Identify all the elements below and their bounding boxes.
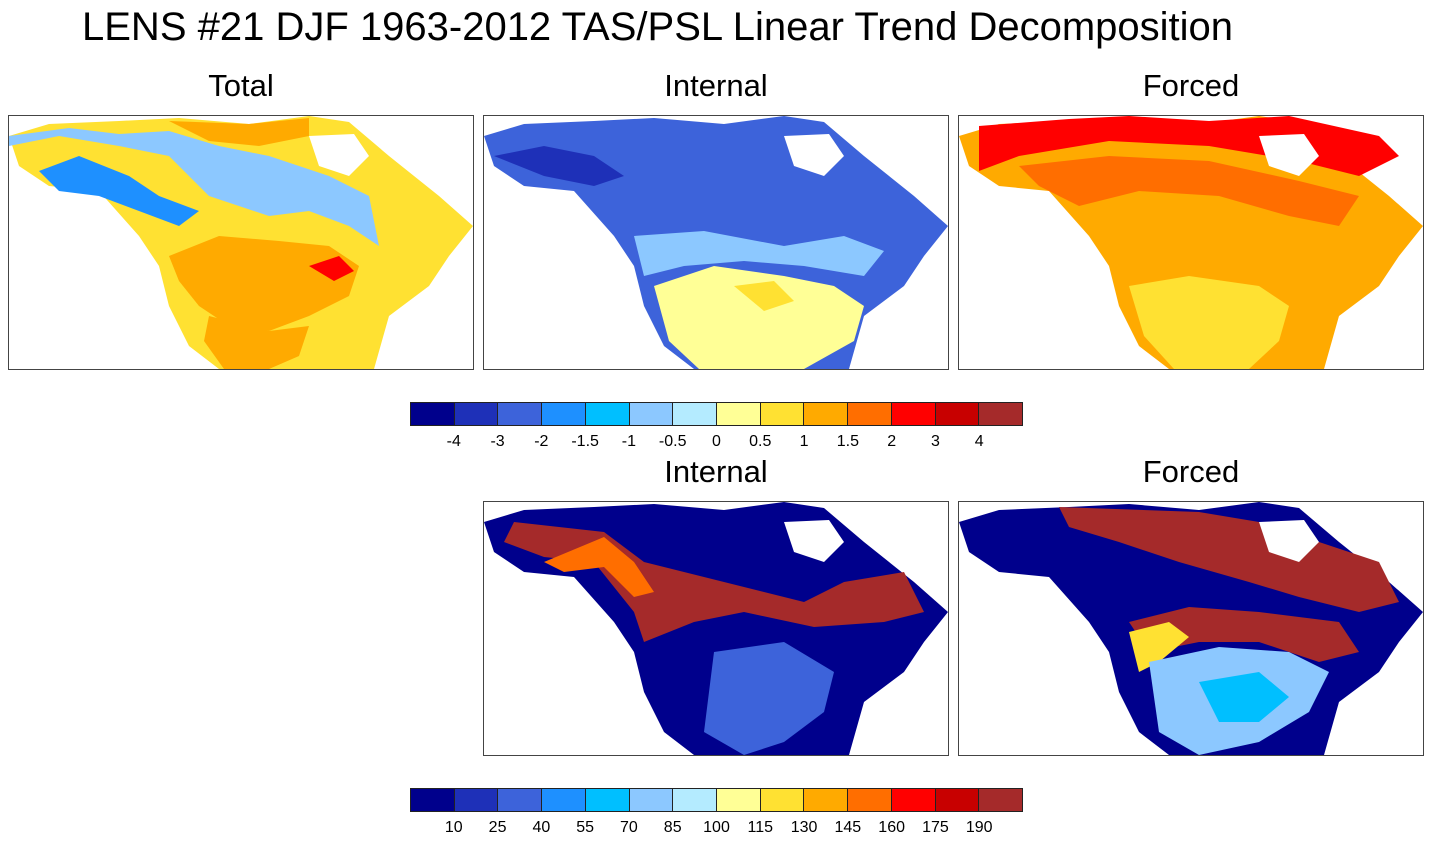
colorbar-tick-label: 1.5 xyxy=(836,433,859,450)
hudson-bay xyxy=(1259,134,1319,176)
colorbar-swatch xyxy=(979,789,1023,811)
colorbar-swatch xyxy=(454,789,499,811)
hudson-bay xyxy=(784,520,844,562)
warm-interior xyxy=(169,236,359,331)
map-internal-psl xyxy=(483,501,949,756)
panel-title-forced: Forced xyxy=(1142,68,1240,103)
panel-title-total: Total xyxy=(208,68,274,103)
colorbar-swatch xyxy=(891,403,936,425)
colorbar-tick-label: 0 xyxy=(712,433,721,450)
colorbar-swatch xyxy=(935,789,980,811)
colorbar-swatch xyxy=(498,403,543,425)
colorbar-swatch xyxy=(673,403,718,425)
map-internal xyxy=(483,115,949,370)
map-forced xyxy=(958,115,1424,370)
blue-south xyxy=(704,642,834,755)
brown-north xyxy=(1059,507,1399,612)
colorbar-psl-labels: 10 25 40 55 70 85 100 115 130 145 160 175 190 xyxy=(410,818,1023,838)
colorbar-swatch xyxy=(585,403,630,425)
panel-title-internal: Internal xyxy=(664,68,768,103)
colorbar-swatch xyxy=(542,403,586,425)
colorbar-swatch xyxy=(760,789,805,811)
colorbar-tick-label: 70 xyxy=(620,819,638,836)
colorbar-swatch xyxy=(848,403,892,425)
colorbar-swatch xyxy=(717,789,761,811)
southern-yellow xyxy=(1129,276,1289,369)
map-total xyxy=(8,115,474,370)
colorbar-psl xyxy=(410,788,1023,812)
colorbar-tick-label: -1.5 xyxy=(571,433,599,450)
yellow-arc xyxy=(1129,622,1189,672)
colorbar-tick-label: 160 xyxy=(878,819,905,836)
colorbar-swatch xyxy=(411,403,455,425)
colorbar-tick-label: 55 xyxy=(576,819,595,836)
hudson-bay xyxy=(309,134,369,176)
colorbar-tick-label: 0.5 xyxy=(749,433,772,450)
cold-band-north xyxy=(9,128,379,246)
panel-title-internal-psl: Internal xyxy=(664,454,768,489)
hudson-bay xyxy=(784,134,844,176)
colorbar-tick-label: 145 xyxy=(834,819,862,836)
cold-core xyxy=(39,156,199,226)
colorbar-tick-label: -2 xyxy=(534,433,549,450)
warm-patch xyxy=(734,281,794,311)
colorbar-swatch xyxy=(935,403,980,425)
figure-title: LENS #21 DJF 1963-2012 TAS/PSL Linear Tr… xyxy=(82,5,1234,49)
red-orange-tongue xyxy=(544,537,654,597)
cyan-south xyxy=(1199,672,1289,722)
colorbar-swatch xyxy=(629,403,674,425)
colorbar-swatch xyxy=(629,789,674,811)
colorbar-tick-label: -1 xyxy=(621,433,637,450)
colorbar-tick-label: 1 xyxy=(799,433,809,450)
colorbar-tick-label: 2 xyxy=(887,433,897,450)
colorbar-swatch xyxy=(804,789,849,811)
brown-belt xyxy=(1129,607,1359,662)
colorbar-tick-label: 115 xyxy=(747,819,774,836)
colorbar-swatch xyxy=(454,403,499,425)
orange-band xyxy=(1019,156,1359,226)
colorbar-tick-label: -4 xyxy=(446,433,461,450)
panel-title-forced-psl: Forced xyxy=(1142,454,1240,489)
southern-warm xyxy=(654,266,864,369)
colorbar-tas-labels: -4 -3 -2 -1.5 -1 -0.5 0 0.5 1 1.5 2 3 4 xyxy=(410,432,1023,452)
colorbar-tick-label: 3 xyxy=(930,433,940,450)
colorbar-tick-label: 85 xyxy=(663,819,682,836)
colorbar-swatch xyxy=(804,403,849,425)
map-forced-psl xyxy=(958,501,1424,756)
colorbar-tick-label: 100 xyxy=(703,819,730,836)
colorbar-swatch xyxy=(760,403,805,425)
colorbar-tick-label: 10 xyxy=(444,819,463,836)
red-north xyxy=(979,116,1399,176)
warm-core xyxy=(309,256,354,281)
colorbar-swatch xyxy=(673,789,718,811)
colorbar-tick-label: 130 xyxy=(790,819,818,836)
colorbar-swatch xyxy=(585,789,630,811)
colorbar-tick-label: 25 xyxy=(488,819,507,836)
colorbar-swatch xyxy=(498,789,543,811)
colorbar-swatch xyxy=(891,789,936,811)
colorbar-tick-label: -3 xyxy=(490,433,505,450)
mid-blue xyxy=(634,231,884,276)
colorbar-swatch xyxy=(542,789,586,811)
colorbar-tas xyxy=(410,402,1023,426)
arctic-warm xyxy=(169,118,309,146)
colorbar-tick-label: -0.5 xyxy=(658,433,687,450)
warm-south xyxy=(204,316,309,369)
colorbar-swatch xyxy=(979,403,1023,425)
hudson-bay xyxy=(1259,520,1319,562)
deep-blue xyxy=(494,146,624,186)
colorbar-swatch xyxy=(411,789,455,811)
colorbar-swatch xyxy=(717,403,761,425)
colorbar-tick-label: 175 xyxy=(922,819,949,836)
colorbar-tick-label: 4 xyxy=(974,433,984,450)
colorbar-swatch xyxy=(848,789,892,811)
colorbar-tick-label: 190 xyxy=(965,819,993,836)
colorbar-tick-label: 40 xyxy=(532,819,551,836)
